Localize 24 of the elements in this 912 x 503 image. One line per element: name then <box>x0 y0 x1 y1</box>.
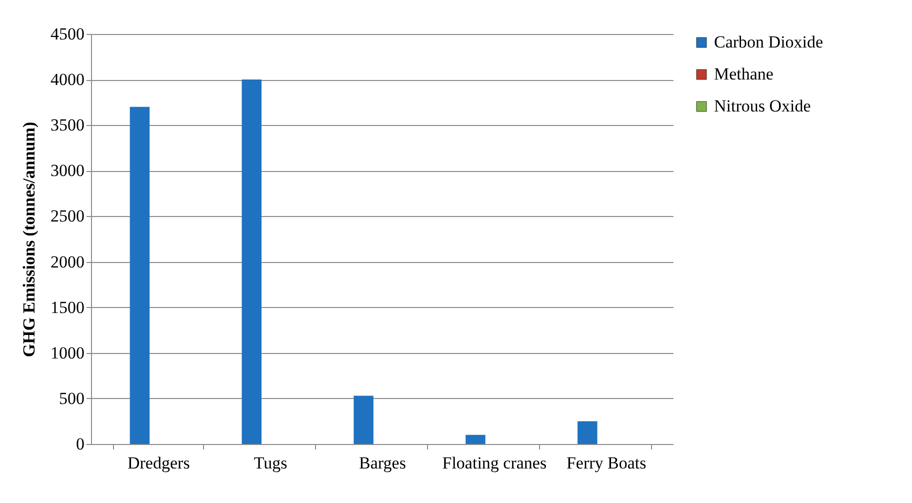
y-tick-label: 2000 <box>50 252 84 272</box>
legend-label: Methane <box>714 64 774 84</box>
x-tick-label: Barges <box>359 454 406 472</box>
y-axis-title: GHG Emissions (tonnes/annum) <box>20 122 38 358</box>
x-tick-label: Dredgers <box>128 454 190 472</box>
legend-label: Carbon Dioxide <box>714 32 824 52</box>
x-tick-label: Tugs <box>254 454 288 472</box>
y-tick-label: 4500 <box>50 24 84 44</box>
y-tick-label: 4000 <box>50 70 84 90</box>
y-tick-label: 3500 <box>50 116 84 135</box>
y-tick-label: 2500 <box>50 206 84 226</box>
bar <box>578 421 598 444</box>
y-tick-label: 1000 <box>50 343 84 362</box>
bar <box>130 106 150 444</box>
bar <box>466 434 486 444</box>
bar <box>354 396 374 444</box>
bar <box>242 80 262 444</box>
legend-label: Nitrous Oxide <box>714 96 811 116</box>
y-tick-label: 3000 <box>50 161 84 180</box>
y-tick-label: 0 <box>76 434 84 454</box>
y-tick-label: 500 <box>59 388 84 408</box>
x-tick-label: Ferry Boats <box>566 454 646 472</box>
x-tick-label: Floating cranes <box>442 454 547 472</box>
y-tick-label: 1500 <box>50 298 84 317</box>
